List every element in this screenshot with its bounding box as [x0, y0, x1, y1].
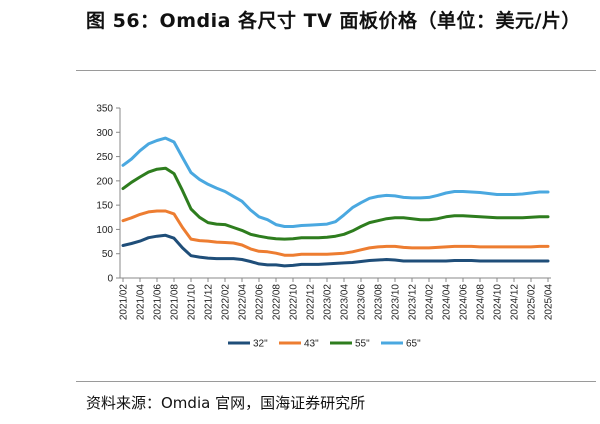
- y-tick-label: 150: [96, 201, 113, 212]
- y-tick-label: 200: [96, 176, 113, 187]
- legend-label: 65": [406, 339, 421, 350]
- y-tick-label: 100: [96, 225, 113, 236]
- legend-label: 55": [355, 339, 370, 350]
- x-tick-label: 2023/08: [374, 284, 385, 321]
- x-tick-label: 2023/06: [357, 284, 368, 321]
- x-tick-label: 2024/12: [510, 284, 521, 321]
- x-tick-label: 2021/06: [153, 284, 164, 321]
- x-tick-label: 2021/12: [204, 284, 215, 321]
- x-tick-label: 2022/08: [272, 284, 283, 321]
- series-line: [121, 136, 550, 228]
- x-tick-label: 2022/02: [221, 284, 232, 321]
- series-line: [121, 166, 550, 241]
- y-tick-label: 250: [96, 152, 113, 163]
- y-tick-label: 350: [96, 104, 113, 115]
- figure-title: 图 56：Omdia 各尺寸 TV 面板价格（单位：美元/片）: [86, 10, 581, 32]
- x-tick-label: 2022/06: [255, 284, 266, 321]
- x-tick-label: 2022/12: [306, 284, 317, 321]
- x-tick-label: 2023/02: [323, 284, 334, 321]
- chart-legend: 32" 43" 55" 65": [228, 339, 421, 350]
- source-note: 资料来源：Omdia 官网，国海证券研究所: [86, 394, 366, 412]
- x-tick-label: 2021/08: [170, 284, 181, 321]
- top-divider: [76, 70, 596, 71]
- x-tick-label: 2023/12: [408, 284, 419, 321]
- series-line: [121, 209, 550, 257]
- x-tick-label: 2024/10: [493, 284, 504, 321]
- x-tick-label: 2025/04: [544, 284, 555, 321]
- x-tick-label: 2024/08: [476, 284, 487, 321]
- chart-axes: 0 50 100 150 200 250 300 350 2021/02 2021/04 2021/…: [96, 104, 554, 321]
- x-tick-label: 2025/02: [527, 284, 538, 321]
- y-tick-label: 50: [102, 249, 114, 260]
- legend-label: 32": [253, 339, 268, 350]
- x-tick-label: 2024/02: [425, 284, 436, 321]
- y-tick-label: 0: [107, 274, 113, 285]
- x-tick-label: 2021/04: [136, 284, 147, 321]
- series-line: [121, 233, 550, 268]
- x-tick-label: 2024/04: [442, 284, 453, 321]
- y-tick-label: 300: [96, 128, 113, 139]
- bottom-divider: [76, 381, 596, 382]
- legend-label: 43": [304, 339, 319, 350]
- x-tick-label: 2023/04: [340, 284, 351, 321]
- x-tick-label: 2021/10: [187, 284, 198, 321]
- chart-series: [121, 136, 550, 268]
- x-tick-label: 2022/10: [289, 284, 300, 321]
- x-tick-label: 2021/02: [119, 284, 130, 321]
- x-tick-label: 2022/04: [238, 284, 249, 321]
- x-tick-label: 2023/10: [391, 284, 402, 321]
- x-tick-label: 2024/06: [459, 284, 470, 321]
